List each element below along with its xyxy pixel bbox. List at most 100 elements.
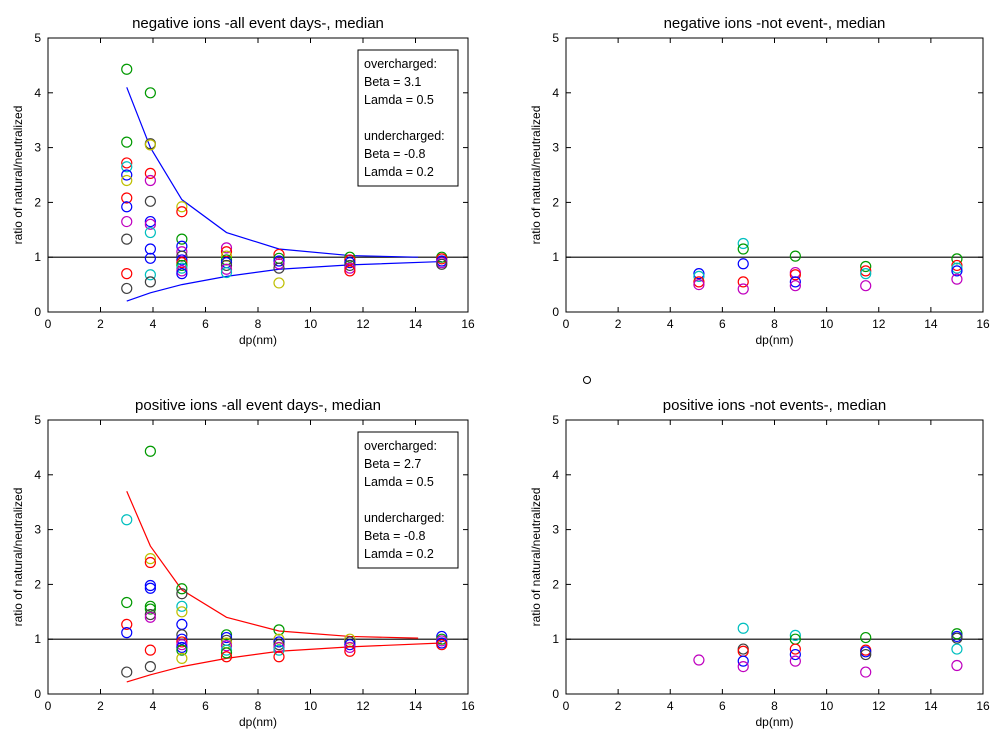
x-tick-label: 8 bbox=[255, 317, 262, 331]
data-point bbox=[176, 254, 188, 266]
data-point bbox=[344, 257, 356, 269]
x-tick-label: 6 bbox=[719, 317, 726, 331]
data-point bbox=[344, 645, 356, 657]
annotation-line: Beta = 2.7 bbox=[364, 457, 421, 471]
data-point bbox=[144, 553, 156, 565]
y-tick-label: 3 bbox=[552, 141, 559, 155]
data-point bbox=[176, 606, 188, 618]
data-point bbox=[737, 283, 749, 295]
data-point bbox=[789, 655, 801, 667]
data-point bbox=[176, 633, 188, 645]
data-point bbox=[344, 641, 356, 654]
data-point bbox=[344, 636, 356, 648]
data-point bbox=[273, 636, 285, 648]
data-point bbox=[860, 260, 872, 273]
x-tick-label: 2 bbox=[615, 317, 622, 331]
data-point bbox=[220, 631, 233, 644]
data-point bbox=[344, 254, 356, 266]
data-point bbox=[144, 579, 156, 592]
data-point bbox=[273, 255, 285, 267]
chart-title: negative ions -all event days-, median bbox=[132, 15, 384, 32]
data-point bbox=[121, 157, 133, 169]
data-point bbox=[344, 633, 356, 645]
data-point bbox=[789, 280, 801, 292]
data-point bbox=[144, 215, 156, 228]
data-point bbox=[220, 644, 233, 656]
y-tick-label: 3 bbox=[34, 523, 41, 537]
chart-title: negative ions -not event-, median bbox=[664, 15, 886, 32]
data-point bbox=[693, 268, 705, 280]
data-point bbox=[121, 596, 133, 609]
data-point bbox=[220, 629, 233, 641]
x-axis-label: dp(nm) bbox=[239, 715, 277, 729]
data-point bbox=[789, 629, 801, 641]
x-tick-label: 0 bbox=[45, 699, 52, 713]
x-tick-label: 4 bbox=[150, 699, 157, 713]
data-point bbox=[951, 273, 963, 285]
x-tick-label: 6 bbox=[719, 699, 726, 713]
data-point bbox=[176, 583, 188, 595]
x-tick-label: 2 bbox=[97, 699, 104, 713]
annotation-line: Lamda = 0.2 bbox=[364, 165, 434, 179]
data-point bbox=[144, 644, 156, 656]
data-point bbox=[121, 627, 133, 639]
x-tick-label: 8 bbox=[255, 699, 262, 713]
data-point bbox=[220, 263, 233, 275]
x-tick-label: 14 bbox=[924, 699, 938, 713]
data-point bbox=[121, 192, 133, 204]
data-point bbox=[693, 270, 705, 282]
data-point bbox=[436, 258, 448, 270]
data-point bbox=[789, 648, 801, 661]
data-point bbox=[176, 644, 188, 656]
y-axis-label: ratio of natural/neutralized bbox=[529, 106, 543, 245]
data-point bbox=[121, 282, 133, 295]
data-point bbox=[273, 633, 285, 645]
y-tick-label: 5 bbox=[34, 31, 41, 45]
y-tick-label: 4 bbox=[34, 86, 41, 100]
data-point bbox=[273, 624, 285, 636]
data-point bbox=[860, 631, 872, 644]
data-point bbox=[737, 655, 749, 667]
data-point bbox=[144, 603, 156, 615]
chart-title: positive ions -all event days-, median bbox=[135, 397, 381, 414]
data-point bbox=[220, 246, 233, 258]
data-point bbox=[789, 276, 801, 288]
x-tick-label: 6 bbox=[202, 317, 209, 331]
x-tick-label: 16 bbox=[976, 699, 990, 713]
data-point bbox=[121, 666, 133, 678]
data-point bbox=[789, 643, 801, 655]
data-point bbox=[176, 268, 188, 280]
x-tick-label: 12 bbox=[356, 699, 370, 713]
data-point bbox=[693, 654, 705, 666]
data-point bbox=[121, 136, 133, 148]
y-tick-label: 0 bbox=[34, 687, 41, 701]
data-point bbox=[176, 257, 188, 269]
data-point bbox=[344, 639, 356, 651]
annotation-line: Beta = 3.1 bbox=[364, 75, 421, 89]
y-tick-label: 1 bbox=[552, 250, 559, 264]
x-axis-label: dp(nm) bbox=[755, 333, 793, 347]
data-point bbox=[144, 556, 156, 569]
y-tick-label: 2 bbox=[552, 195, 559, 209]
data-point bbox=[273, 644, 285, 656]
x-tick-label: 8 bbox=[771, 317, 778, 331]
data-point bbox=[144, 218, 156, 230]
x-tick-label: 16 bbox=[461, 699, 475, 713]
y-tick-label: 2 bbox=[34, 577, 41, 591]
y-axis-label: ratio of natural/neutralized bbox=[11, 106, 25, 245]
data-point bbox=[693, 279, 705, 291]
data-point bbox=[344, 259, 356, 272]
data-point bbox=[436, 630, 448, 643]
y-tick-label: 1 bbox=[34, 250, 41, 264]
data-point bbox=[144, 139, 156, 151]
data-point bbox=[176, 201, 188, 213]
x-tick-label: 2 bbox=[615, 699, 622, 713]
data-point bbox=[144, 276, 156, 288]
annotation-line: undercharged: bbox=[364, 129, 445, 143]
annotation-line: undercharged: bbox=[364, 511, 445, 525]
data-point bbox=[860, 666, 872, 678]
data-point bbox=[176, 250, 188, 262]
x-tick-label: 12 bbox=[872, 699, 886, 713]
data-point bbox=[860, 280, 872, 292]
